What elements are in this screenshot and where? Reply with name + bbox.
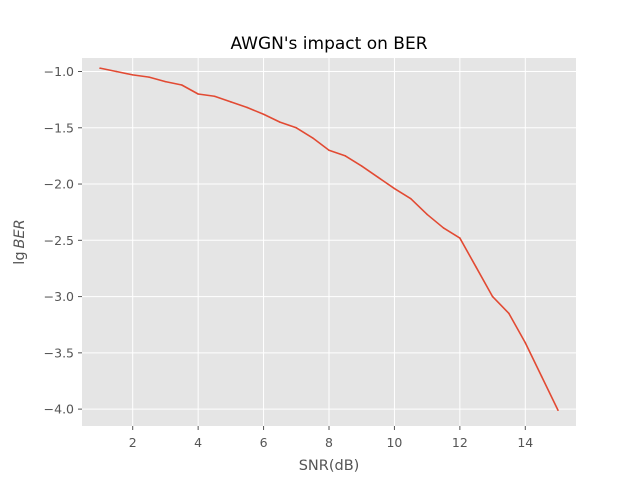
y-tick-label: −3.0 xyxy=(44,289,74,304)
data-point xyxy=(328,149,330,152)
y-axis-label-variable: BER xyxy=(12,219,28,248)
data-point xyxy=(409,197,412,200)
y-tick-label: −3.5 xyxy=(44,345,74,360)
data-point xyxy=(426,213,428,216)
data-point xyxy=(344,155,347,157)
series-group xyxy=(99,67,559,412)
data-point xyxy=(164,80,167,83)
data-point xyxy=(115,70,118,73)
data-point xyxy=(148,76,150,78)
data-point xyxy=(262,113,265,116)
data-point xyxy=(230,101,232,103)
x-tick-label: 14 xyxy=(517,435,533,450)
data-point xyxy=(197,93,199,95)
data-point xyxy=(442,227,445,229)
data-point xyxy=(295,126,298,129)
y-axis-ticks: −1.0 −1.5 −2.0 −2.5 −3.0 −3.5 −4.0 xyxy=(44,64,82,417)
data-point xyxy=(99,67,101,69)
data-point xyxy=(540,375,543,378)
x-tick-label: 4 xyxy=(194,435,202,450)
data-point xyxy=(180,84,183,86)
x-tick-label: 6 xyxy=(260,435,268,450)
x-tick-label: 2 xyxy=(129,435,137,450)
x-tick-label: 8 xyxy=(325,435,333,450)
x-tick-label: 10 xyxy=(386,435,402,450)
y-tick-label: −2.5 xyxy=(44,233,74,248)
x-axis-label: SNR(dB) xyxy=(299,458,360,474)
y-tick-label: −1.0 xyxy=(44,64,74,79)
data-point xyxy=(524,341,527,344)
data-point xyxy=(360,165,363,167)
grid-lines xyxy=(82,58,576,426)
data-point xyxy=(131,74,134,76)
data-point xyxy=(557,409,559,412)
data-point xyxy=(491,295,494,298)
y-tick-label: −1.5 xyxy=(44,120,74,135)
x-tick-label: 12 xyxy=(452,435,468,450)
y-axis-label-prefix: lg xyxy=(12,251,28,264)
data-point xyxy=(377,176,379,179)
data-point xyxy=(246,106,249,109)
y-tick-label: −2.0 xyxy=(44,177,74,192)
x-axis-ticks: 2 4 6 8 10 12 14 xyxy=(129,426,533,450)
y-axis-label: lg BER xyxy=(12,219,28,264)
data-point xyxy=(213,95,216,98)
data-point xyxy=(459,237,461,239)
y-tick-label: −4.0 xyxy=(44,402,74,417)
chart-title: AWGN's impact on BER xyxy=(230,34,427,54)
data-point xyxy=(393,187,396,190)
data-point xyxy=(475,266,478,269)
data-point xyxy=(508,312,510,315)
data-point xyxy=(279,121,281,123)
data-point xyxy=(311,137,314,139)
